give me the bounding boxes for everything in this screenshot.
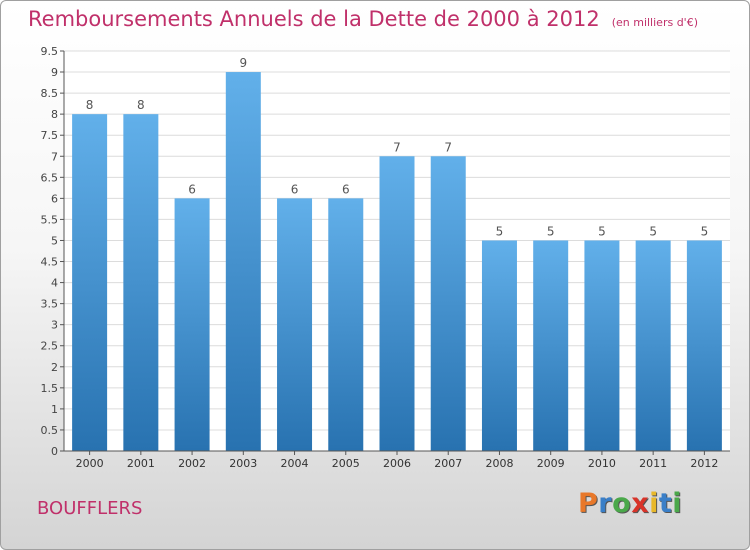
- bar: [72, 114, 108, 451]
- data-label: 6: [342, 182, 350, 196]
- chart-unit: (en milliers d'€): [611, 16, 698, 29]
- y-tick-label: 0.5: [41, 424, 59, 437]
- chart-title: Remboursements Annuels de la Dette de 20…: [28, 7, 698, 31]
- bar: [379, 156, 415, 451]
- y-tick-label: 3.5: [41, 298, 59, 311]
- y-tick-label: 6: [51, 192, 58, 205]
- logo-letter: i: [672, 488, 683, 519]
- logo-letter: o: [612, 488, 632, 519]
- bar: [584, 240, 620, 451]
- bar: [430, 156, 466, 451]
- bar: [225, 72, 261, 451]
- bar: [123, 114, 159, 451]
- data-label: 5: [649, 224, 657, 238]
- y-tick-label: 8: [51, 108, 58, 121]
- logo-letter: r: [598, 488, 613, 519]
- logo-letter: i: [649, 488, 659, 519]
- bar: [328, 198, 364, 451]
- data-label: 6: [291, 182, 299, 196]
- y-tick-label: 2: [51, 361, 58, 374]
- y-tick-label: 1.5: [41, 382, 59, 395]
- logo-letter: x: [631, 488, 650, 519]
- logo-letter: P: [578, 488, 599, 519]
- x-tick-label: 2009: [537, 457, 565, 470]
- y-tick-label: 4.5: [41, 256, 59, 269]
- bar: [533, 240, 569, 451]
- y-tick-label: 5: [51, 234, 58, 247]
- bar: [277, 198, 313, 451]
- x-tick-label: 2007: [434, 457, 462, 470]
- y-tick-label: 7: [51, 150, 58, 163]
- bar: [481, 240, 517, 451]
- data-label: 9: [239, 56, 247, 70]
- x-tick-label: 2006: [383, 457, 411, 470]
- x-tick-label: 2010: [588, 457, 616, 470]
- y-tick-label: 4: [51, 277, 58, 290]
- x-tick-label: 2005: [332, 457, 360, 470]
- y-tick-label: 8.5: [41, 87, 59, 100]
- y-tick-label: 9: [51, 66, 58, 79]
- x-tick-label: 2001: [127, 457, 155, 470]
- data-label: 5: [496, 224, 504, 238]
- y-tick-label: 0: [51, 445, 58, 458]
- x-tick-label: 2012: [690, 457, 718, 470]
- x-tick-label: 2003: [229, 457, 257, 470]
- chart-title-text: Remboursements Annuels de la Dette de 20…: [28, 7, 600, 31]
- y-tick-label: 3: [51, 319, 58, 332]
- y-tick-label: 9.5: [41, 45, 59, 58]
- y-tick-label: 1: [51, 403, 58, 416]
- data-label: 5: [598, 224, 606, 238]
- bar: [686, 240, 722, 451]
- bar: [174, 198, 210, 451]
- x-tick-label: 2002: [178, 457, 206, 470]
- x-tick-label: 2011: [639, 457, 667, 470]
- x-tick-label: 2008: [485, 457, 513, 470]
- commune-name: BOUFFLERS: [37, 498, 143, 519]
- logo-letter: t: [658, 488, 673, 519]
- bar: [635, 240, 671, 451]
- y-tick-label: 2.5: [41, 340, 59, 353]
- data-label: 5: [547, 224, 555, 238]
- data-label: 5: [701, 224, 709, 238]
- data-label: 8: [137, 98, 145, 112]
- x-tick-label: 2000: [76, 457, 104, 470]
- y-tick-label: 7.5: [41, 129, 59, 142]
- data-label: 8: [86, 98, 94, 112]
- data-label: 7: [393, 140, 401, 154]
- y-tick-label: 6.5: [41, 171, 59, 184]
- proxiti-logo: Proxiti: [578, 488, 682, 519]
- data-label: 6: [188, 182, 196, 196]
- data-label: 7: [444, 140, 452, 154]
- x-tick-label: 2004: [281, 457, 309, 470]
- y-tick-label: 5.5: [41, 213, 59, 226]
